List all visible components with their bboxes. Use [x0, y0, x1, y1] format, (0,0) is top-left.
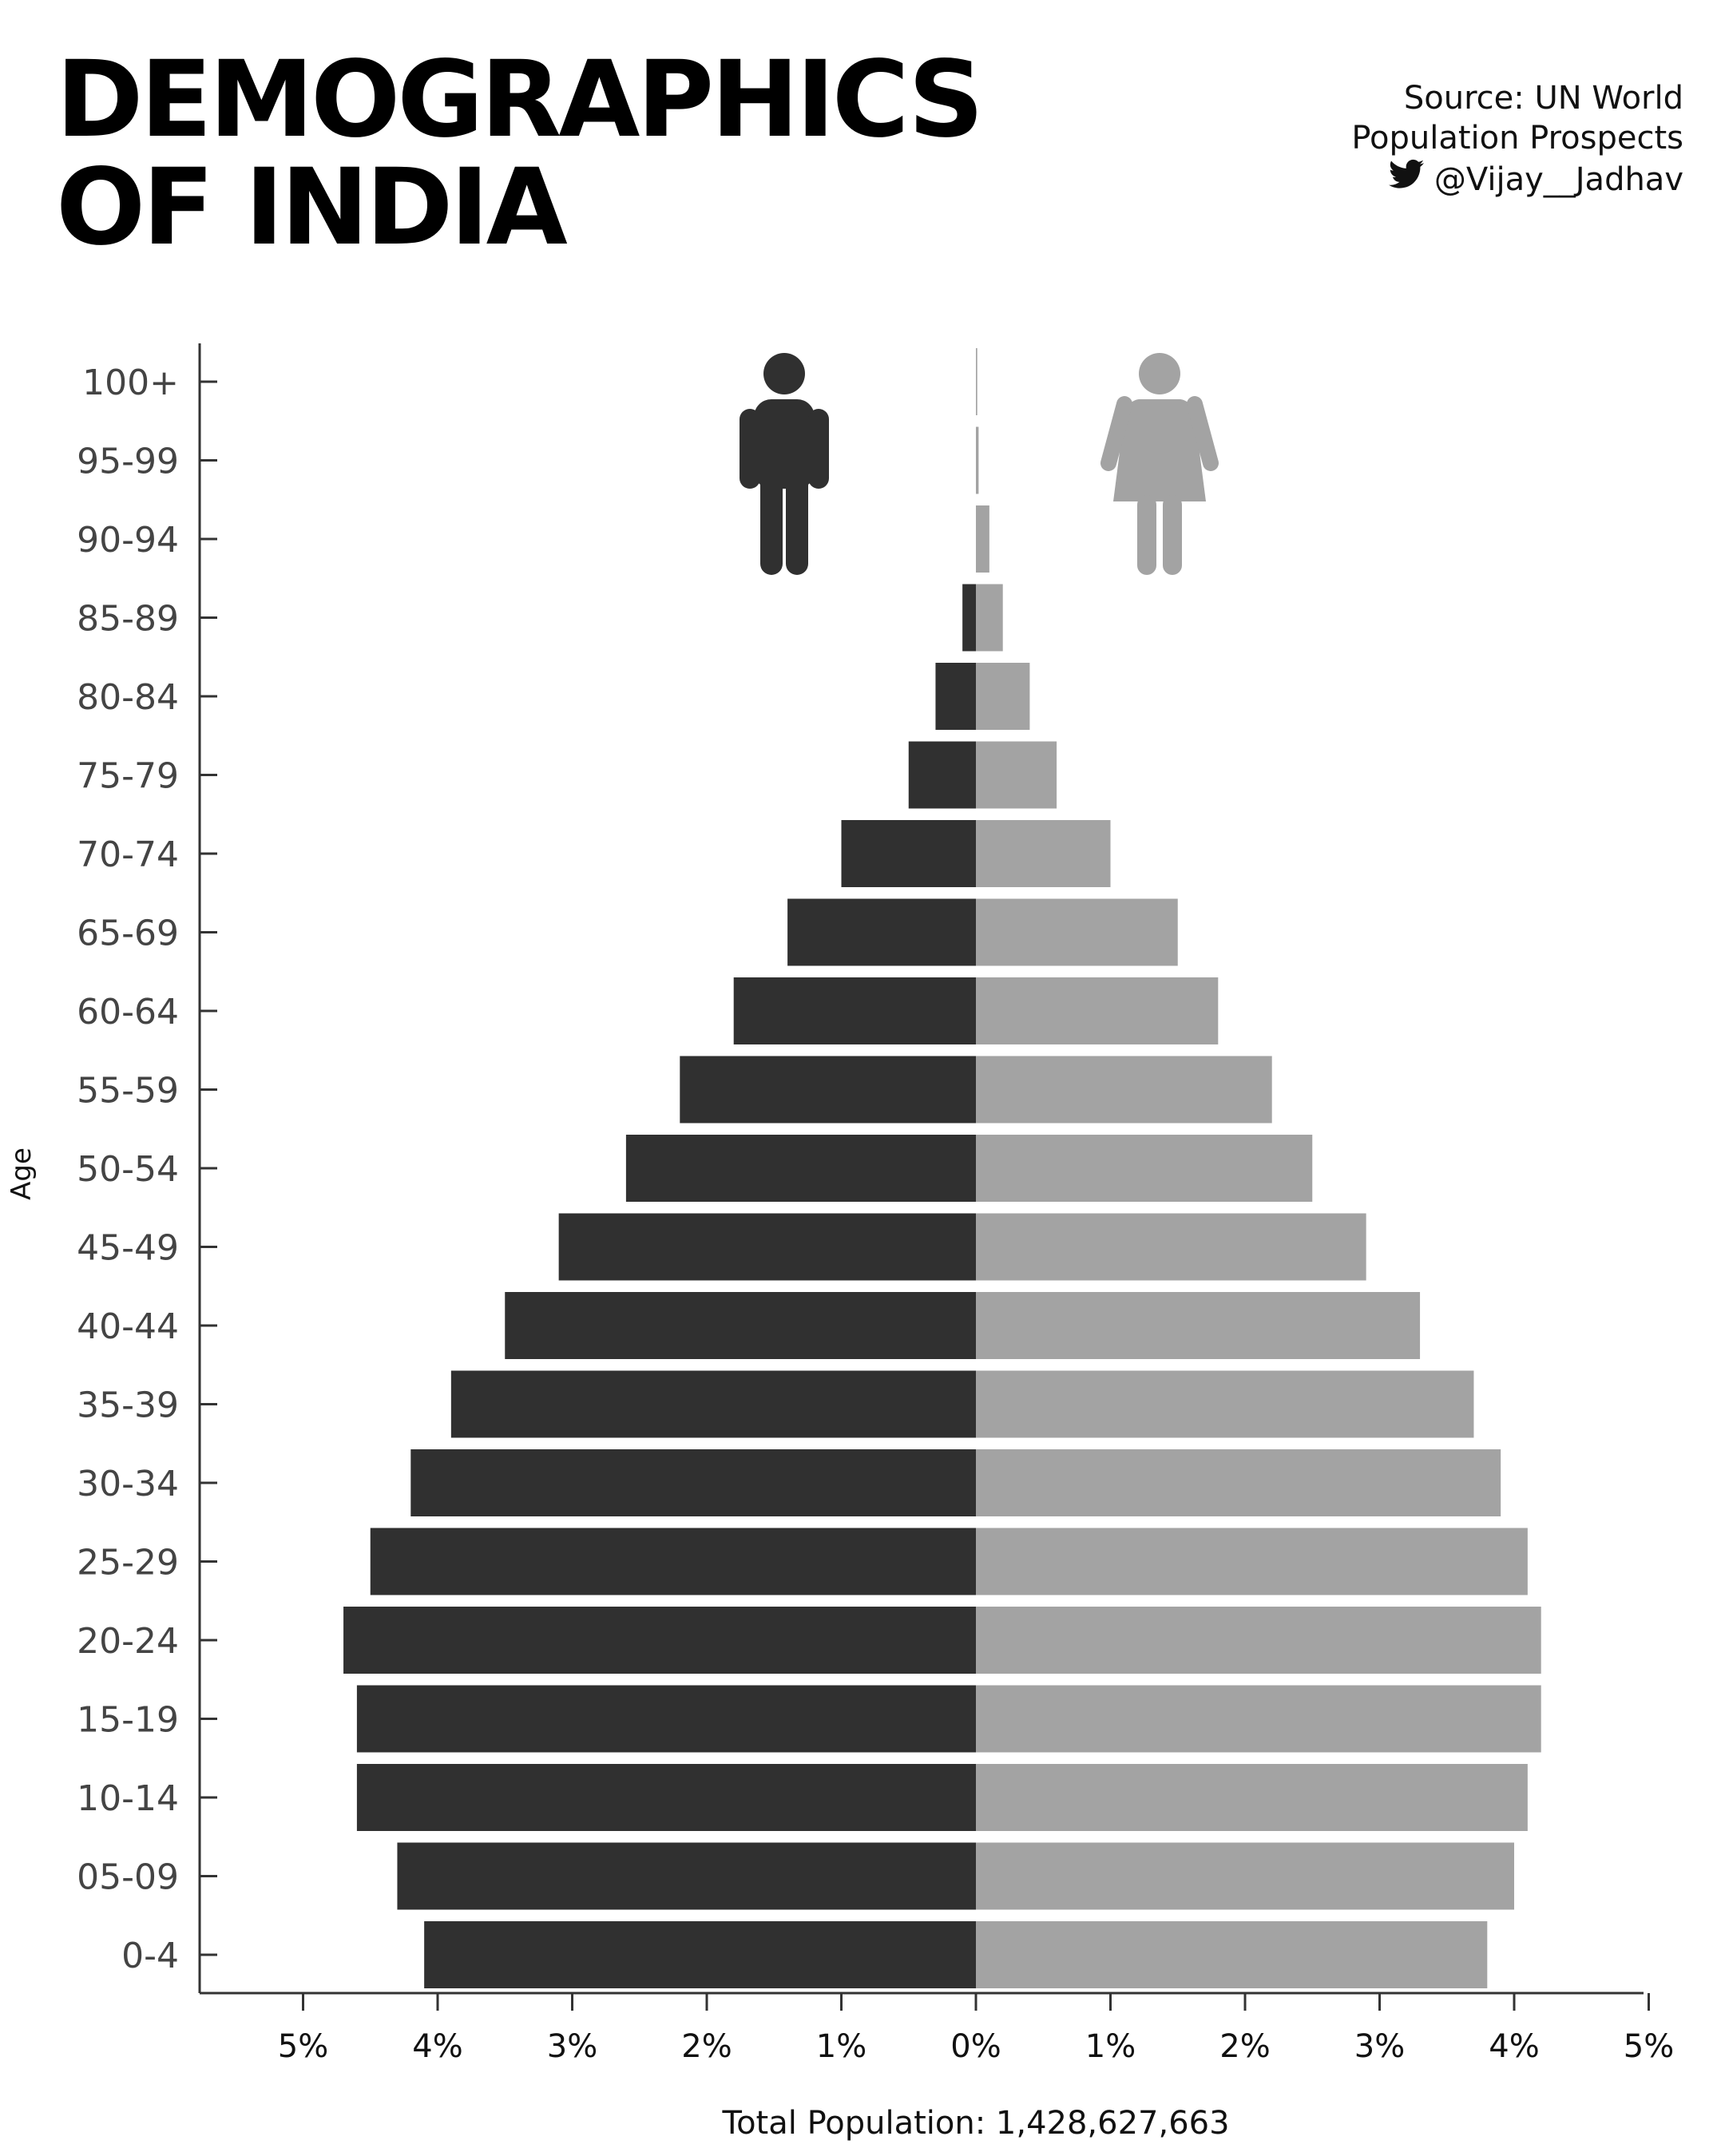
y-tick-label: 100+ — [82, 363, 179, 403]
female-bar-25-29 — [976, 1528, 1528, 1595]
female-bar-90-94 — [976, 505, 989, 573]
y-tick-label: 70-74 — [77, 834, 179, 875]
y-tick-label: 15-19 — [77, 1700, 179, 1741]
male-bar-30-34 — [410, 1449, 976, 1516]
y-tick-label: 55-59 — [77, 1071, 179, 1112]
x-tick-label: 5% — [1624, 2028, 1674, 2065]
y-tick-label: 85-89 — [77, 599, 179, 640]
y-tick-label: 95-99 — [77, 442, 179, 482]
female-bar-60-64 — [976, 977, 1219, 1044]
y-tick-label: 45-49 — [77, 1228, 179, 1269]
bars-group — [343, 348, 1541, 1988]
x-tick-label: 5% — [278, 2028, 328, 2065]
y-axis-label: Age — [6, 1147, 38, 1200]
female-bar-65-69 — [976, 898, 1178, 966]
male-bar-35-39 — [450, 1370, 976, 1438]
y-tick-label: 50-54 — [77, 1149, 179, 1190]
y-tick-label: 10-14 — [77, 1778, 179, 1819]
y-tick-label: 05-09 — [77, 1857, 179, 1898]
x-tick-label: 2% — [681, 2028, 732, 2065]
male-bar-10-14 — [356, 1764, 976, 1831]
female-bar-100+ — [976, 348, 978, 415]
female-bar-70-74 — [976, 820, 1111, 887]
source-line-2: Population Prospects — [1351, 120, 1683, 157]
female-bar-45-49 — [976, 1213, 1366, 1281]
male-bar-15-19 — [356, 1685, 976, 1753]
x-tick-label: 2% — [1219, 2028, 1270, 2065]
female-bar-55-59 — [976, 1056, 1272, 1124]
y-tick-label: 65-69 — [77, 914, 179, 954]
female-bar-85-89 — [976, 584, 1003, 652]
y-tick-label: 35-39 — [77, 1385, 179, 1426]
y-tick-label: 0-4 — [121, 1936, 179, 1976]
source-block: Source: UN World Population Prospects @V… — [1351, 78, 1683, 200]
female-bar-40-44 — [976, 1292, 1421, 1359]
male-bar-75-79 — [908, 741, 976, 809]
source-line-1: Source: UN World — [1403, 80, 1683, 117]
female-bar-50-54 — [976, 1135, 1313, 1202]
x-tick-label: 4% — [1489, 2028, 1539, 2065]
male-bar-20-24 — [343, 1607, 976, 1674]
y-tick-labels: 100+ 95-99 90-94 85-89 80-84 75-79 70-74 65-69 6… — [77, 363, 217, 1976]
x-tick-label: 3% — [1354, 2028, 1405, 2065]
y-tick-label: 90-94 — [77, 520, 179, 561]
male-bar-80-84 — [935, 663, 976, 730]
handle-text: @Vijay__Jadhav — [1434, 161, 1683, 198]
x-axis-label: Total Population: 1,428,627,663 — [721, 2105, 1229, 2142]
title-line-2: OF INDIA — [56, 146, 568, 269]
title-line-1: DEMOGRAPHICS — [56, 38, 984, 161]
female-icon — [1100, 353, 1219, 575]
author-handle[interactable]: @Vijay__Jadhav — [1351, 158, 1683, 200]
male-bar-65-69 — [787, 898, 976, 966]
female-bar-10-14 — [976, 1764, 1528, 1831]
twitter-bird-icon — [1389, 159, 1425, 188]
y-tick-label: 60-64 — [77, 992, 179, 1032]
male-bar-85-89 — [962, 584, 976, 652]
chart-title: DEMOGRAPHICS OF INDIA — [56, 38, 984, 269]
female-bar-80-84 — [976, 663, 1030, 730]
male-bar-05-09 — [397, 1842, 976, 1910]
x-tick-label: 0% — [950, 2028, 1001, 2065]
x-tick-label: 1% — [1085, 2028, 1136, 2065]
female-bar-20-24 — [976, 1607, 1541, 1674]
female-bar-95-99 — [976, 426, 979, 494]
female-bar-75-79 — [976, 741, 1057, 809]
female-bar-05-09 — [976, 1842, 1514, 1910]
male-bar-50-54 — [625, 1135, 976, 1202]
male-bar-25-29 — [370, 1528, 976, 1595]
female-bar-35-39 — [976, 1370, 1474, 1438]
male-icon — [740, 353, 829, 575]
male-bar-60-64 — [733, 977, 976, 1044]
male-bar-40-44 — [505, 1292, 976, 1359]
x-tick-label: 1% — [816, 2028, 866, 2065]
male-bar-0-4 — [424, 1921, 976, 1988]
female-bar-30-34 — [976, 1449, 1501, 1516]
y-tick-label: 30-34 — [77, 1464, 179, 1504]
y-tick-label: 20-24 — [77, 1621, 179, 1662]
x-tick-labels: 5% 4% 3% 2% 1% 0% 1% 2% 3% 4% 5% — [278, 1993, 1674, 2065]
female-bar-0-4 — [976, 1921, 1488, 1988]
y-tick-label: 80-84 — [77, 677, 179, 718]
y-tick-label: 25-29 — [77, 1543, 179, 1583]
y-tick-label: 40-44 — [77, 1306, 179, 1347]
male-bar-45-49 — [558, 1213, 976, 1281]
male-bar-70-74 — [841, 820, 976, 887]
female-bar-15-19 — [976, 1685, 1541, 1753]
x-tick-label: 4% — [412, 2028, 462, 2065]
y-tick-label: 75-79 — [77, 756, 179, 797]
x-tick-label: 3% — [547, 2028, 597, 2065]
male-bar-55-59 — [680, 1056, 976, 1124]
